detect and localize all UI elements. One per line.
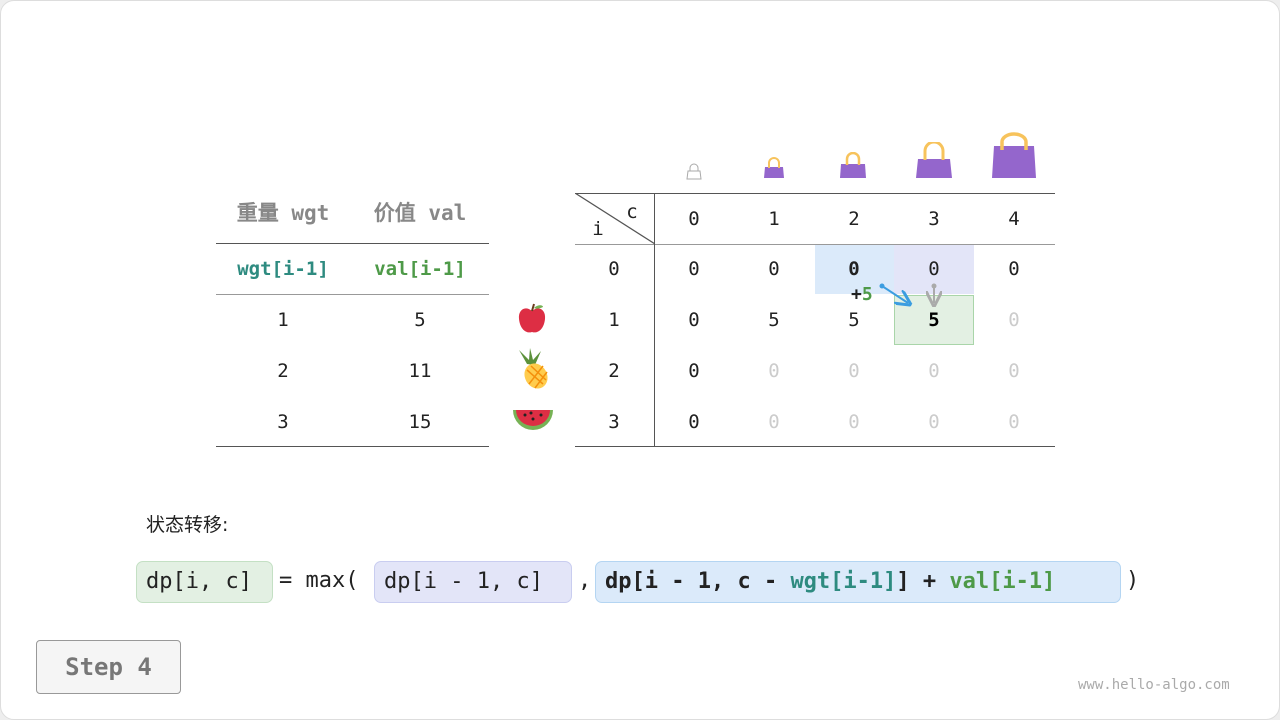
divider <box>216 294 489 295</box>
formula-take-val: val[i-1] <box>949 569 1056 594</box>
corner-c: c <box>626 201 638 223</box>
item-weight: 1 <box>277 309 289 331</box>
corner-i: i <box>592 218 604 240</box>
apple-icon <box>518 303 546 333</box>
formula-option-take: dp[i - 1, c - wgt[i-1]] + val[i-1] <box>595 561 1121 603</box>
formula-close-paren: ) <box>1126 568 1140 593</box>
bag-capacity-2-icon <box>840 152 866 178</box>
dp-cell: 5 <box>928 309 940 331</box>
item-value: 15 <box>408 411 432 433</box>
transition-arrows <box>879 283 951 311</box>
row-header-1: 1 <box>608 309 620 331</box>
watermark: www.hello-algo.com <box>1078 677 1230 693</box>
bag-capacity-0-icon <box>686 163 702 180</box>
formula-option-skip: dp[i - 1, c] <box>374 561 572 603</box>
col-header-4: 4 <box>1008 208 1020 230</box>
dp-cell: 0 <box>688 309 700 331</box>
row-header-3: 3 <box>608 411 620 433</box>
table-bottom-line <box>575 446 1055 447</box>
row-header-0: 0 <box>608 258 620 280</box>
col-header-1: 1 <box>768 208 780 230</box>
dp-cell: 0 <box>1008 411 1020 433</box>
dp-cell: 0 <box>928 258 940 280</box>
divider <box>216 446 489 447</box>
bag-capacity-3-icon <box>916 142 952 178</box>
formula-comma: , <box>578 568 592 593</box>
dp-cell: 0 <box>1008 360 1020 382</box>
row-header-2: 2 <box>608 360 620 382</box>
pineapple-icon <box>519 348 548 389</box>
header-value: 价值 val <box>373 201 467 225</box>
formula-eq-max: = max( <box>279 568 359 593</box>
formula-take-plus: ] + <box>896 569 950 594</box>
dp-cell: 0 <box>848 360 860 382</box>
corner-diagonal <box>575 193 655 245</box>
dp-cell: 0 <box>688 360 700 382</box>
dp-cell: 0 <box>688 411 700 433</box>
plus-value: 5 <box>861 284 873 305</box>
formula-take-wgt: wgt[i-1] <box>790 569 897 594</box>
bag-capacity-1-icon <box>764 157 784 178</box>
formula-take-dp: dp[i - 1, c - <box>605 569 791 594</box>
col-header-0: 0 <box>688 208 700 230</box>
bag-capacity-4-icon <box>992 132 1036 178</box>
step-button[interactable]: Step 4 <box>36 640 181 694</box>
dp-cell: 0 <box>768 258 780 280</box>
dp-cell: 0 <box>1008 309 1020 331</box>
dp-cell: 0 <box>1008 258 1020 280</box>
dp-cell: 5 <box>848 309 860 331</box>
dp-cell: 0 <box>928 411 940 433</box>
table-top-line <box>575 193 1055 194</box>
formula-title: 状态转移: <box>146 514 229 536</box>
dp-cell: 0 <box>768 360 780 382</box>
dp-cell: 0 <box>928 360 940 382</box>
plus-sign: + <box>851 284 862 305</box>
header-weight: 重量 wgt <box>236 201 330 225</box>
subheader-wgt: wgt[i-1] <box>237 258 329 280</box>
dp-cell: 0 <box>688 258 700 280</box>
formula-lhs: dp[i, c] <box>136 561 273 603</box>
table-vertical-line <box>654 193 655 446</box>
dp-cell: 0 <box>768 411 780 433</box>
item-value: 5 <box>414 309 426 331</box>
watermelon-icon <box>513 410 553 430</box>
item-value: 11 <box>408 360 432 382</box>
col-header-3: 3 <box>928 208 940 230</box>
col-header-2: 2 <box>848 208 860 230</box>
table-header-line <box>575 244 1055 245</box>
item-weight: 3 <box>277 411 289 433</box>
dp-cell: 5 <box>768 309 780 331</box>
subheader-val: val[i-1] <box>374 258 466 280</box>
dp-cell: 0 <box>848 411 860 433</box>
plus-annotation: +5 <box>851 284 873 305</box>
item-weight: 2 <box>277 360 289 382</box>
dp-cell: 0 <box>848 258 860 280</box>
divider <box>216 243 489 244</box>
